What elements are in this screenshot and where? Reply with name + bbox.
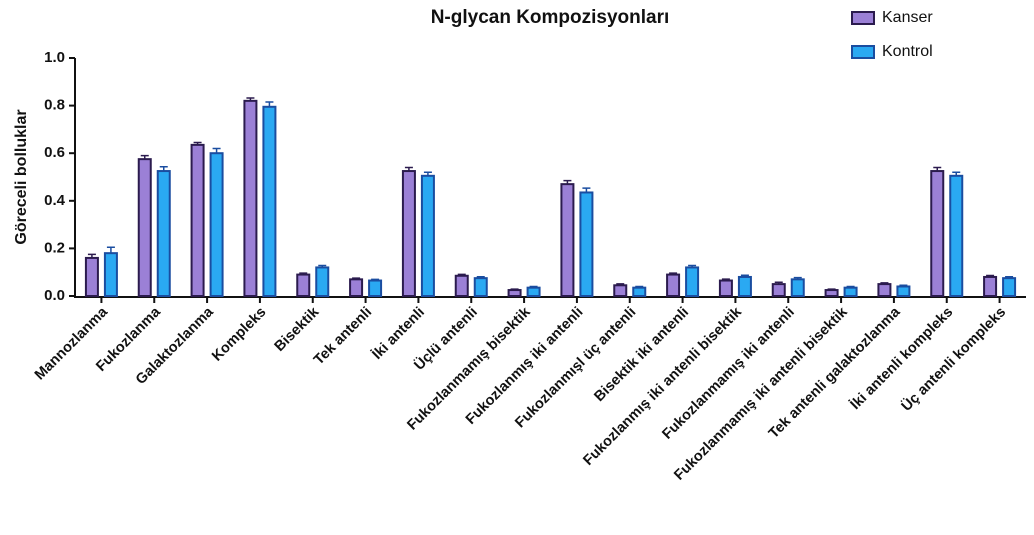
bar — [507, 289, 522, 297]
bar — [454, 274, 469, 297]
legend-swatch — [851, 11, 875, 25]
x-tick-label: Bisektik iki antenli — [591, 304, 692, 405]
legend-label: Kanser — [882, 9, 933, 26]
error-bar — [371, 278, 380, 281]
error-bar — [774, 281, 783, 285]
bar — [190, 143, 205, 297]
y-axis-label: Göreceli bolluklar — [13, 109, 30, 244]
error-bar — [246, 97, 255, 101]
error-bar — [299, 272, 308, 275]
x-tick-label: Kompleks — [209, 304, 269, 364]
bar — [824, 289, 839, 297]
error-bar — [563, 179, 572, 185]
bar — [983, 275, 998, 297]
x-tick-label: Bisektik — [272, 304, 323, 355]
bar — [930, 170, 945, 297]
error-bar — [846, 285, 855, 288]
bar — [526, 286, 541, 298]
bar — [843, 286, 858, 298]
error-bar — [159, 166, 168, 172]
error-bar — [721, 278, 730, 281]
error-bar — [212, 147, 221, 154]
y-tick-label: 0.4 — [44, 192, 66, 209]
bar — [103, 252, 118, 298]
error-bar — [423, 171, 432, 176]
error-bar — [510, 288, 519, 291]
error-bar — [457, 273, 466, 276]
bar — [473, 277, 488, 297]
error-bar — [986, 274, 995, 277]
error-bar — [352, 277, 361, 280]
error-bar — [529, 285, 538, 288]
bar — [790, 278, 805, 297]
bar — [771, 283, 786, 298]
bar — [560, 183, 575, 297]
bar — [718, 279, 733, 297]
bar — [737, 275, 752, 297]
bar — [632, 286, 647, 298]
error-bar — [140, 154, 149, 160]
error-bar — [635, 285, 644, 288]
x-tick-label: İki antenli kompleks — [847, 304, 956, 413]
legend-swatch — [851, 45, 875, 59]
error-bar — [476, 275, 485, 279]
error-bar — [318, 264, 327, 268]
bar — [84, 256, 99, 298]
bar — [262, 105, 277, 298]
y-tick-label: 0.2 — [44, 239, 65, 256]
bar — [1002, 277, 1017, 297]
error-bar — [688, 264, 697, 268]
bar — [666, 273, 681, 297]
error-bar — [933, 166, 942, 172]
bar — [613, 284, 628, 298]
y-tick-label: 1.0 — [44, 49, 65, 66]
bar — [349, 278, 364, 297]
legend-label: Kontrol — [882, 43, 933, 60]
error-bar — [952, 171, 961, 176]
error-bar — [265, 101, 274, 107]
bar — [579, 191, 594, 297]
error-bar — [87, 253, 96, 258]
y-tick-label: 0.0 — [44, 287, 65, 304]
bar — [243, 99, 258, 297]
chart-title: N-glycan Kompozisyonları — [431, 7, 670, 28]
bar — [420, 174, 435, 297]
error-bar — [193, 141, 202, 145]
error-bar — [404, 166, 413, 172]
error-bar — [1005, 275, 1014, 279]
error-bar — [106, 246, 115, 254]
x-tick-label: Mannozlanma — [32, 304, 112, 384]
bar — [877, 283, 892, 298]
bar — [296, 273, 311, 297]
error-bar — [880, 282, 889, 285]
bar — [949, 174, 964, 297]
bar — [896, 285, 911, 298]
bar — [685, 266, 700, 298]
error-bar — [616, 283, 625, 286]
bar — [209, 152, 224, 297]
error-bar — [899, 284, 908, 287]
y-tick-label: 0.8 — [44, 97, 65, 114]
error-bar — [740, 274, 749, 277]
error-bar — [582, 187, 591, 193]
error-bar — [827, 288, 836, 291]
bar — [368, 279, 383, 297]
bar — [137, 158, 152, 297]
bar — [315, 266, 330, 298]
error-bar — [669, 272, 678, 275]
y-tick-label: 0.6 — [44, 144, 65, 161]
bar — [156, 170, 171, 297]
bar — [401, 170, 416, 297]
error-bar — [793, 276, 802, 280]
x-tick-label: Tek antenli — [311, 304, 375, 368]
x-tick-label: Üç antenli kompleks — [898, 304, 1009, 415]
